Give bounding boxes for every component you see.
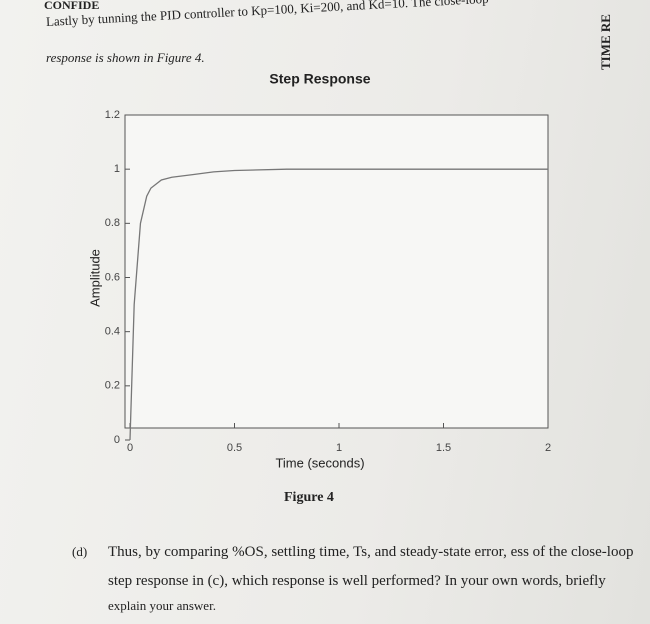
plot-area (124, 114, 549, 429)
header-mark: CONFIDE (44, 0, 100, 12)
y-tick-label: 1 (114, 163, 120, 175)
y-tick-label: 0.8 (105, 217, 120, 229)
figure-caption: Figure 4 (284, 490, 334, 505)
x-axis-label: Time (seconds) (275, 455, 364, 470)
x-tick-label: 2 (545, 442, 551, 454)
y-tick-label: 1.2 (105, 109, 120, 121)
chart: Step Response Time (seconds) Amplitude 0… (87, 71, 551, 471)
x-tick-label: 1.5 (436, 442, 451, 454)
question-line: step response in (c), which response is … (108, 573, 606, 589)
chart-title: Step Response (269, 71, 370, 87)
y-tick-label: 0 (114, 434, 120, 446)
intro-line: response is shown in Figure 4. (46, 50, 205, 65)
response-line (129, 168, 548, 441)
y-axis-label: Amplitude (87, 249, 102, 307)
question-line: Thus, by comparing %OS, settling time, T… (108, 544, 634, 560)
x-tick-label: 0.5 (227, 442, 242, 454)
y-tick-label: 0.4 (105, 326, 120, 338)
question-number: (d) (72, 544, 88, 559)
y-tick-label: 0.6 (105, 271, 120, 283)
x-tick-label: 0 (127, 442, 133, 454)
question-line: explain your answer. (108, 598, 216, 613)
x-tick-label: 1 (336, 442, 342, 454)
y-tick-label: 0.2 (105, 380, 120, 392)
